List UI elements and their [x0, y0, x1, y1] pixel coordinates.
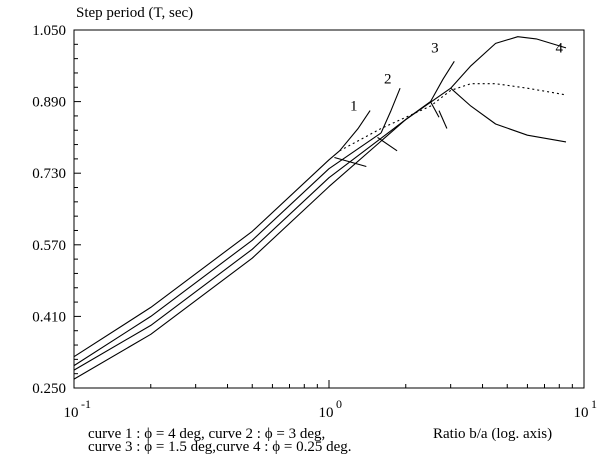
series-line-curve-1-upper — [339, 110, 371, 152]
y-tick-label: 0.410 — [32, 309, 66, 325]
y-axis-ticks: 1.050 0.890 0.730 0.570 0.410 0.250 — [32, 23, 81, 397]
series-line-curve-1 — [73, 150, 340, 358]
series-line-tick-c — [430, 101, 440, 118]
legend-note-1: curve 1 : ϕ = 4 deg, curve 2 : ϕ = 3 deg… — [88, 426, 326, 442]
series-line-curve-4-upper — [450, 36, 567, 89]
series-line-curve-2 — [73, 132, 382, 367]
y-tick-label: 0.730 — [32, 166, 66, 182]
y-axis-label: Step period (T, sec) — [76, 5, 194, 21]
series-line-tick-d — [438, 110, 448, 129]
series-group — [73, 36, 567, 380]
curve-label-1: 1 — [350, 99, 358, 115]
curve-label-4: 4 — [556, 40, 564, 56]
x-tick-exponent: 0 — [336, 397, 342, 411]
series-line-curve-4-lower — [450, 87, 567, 143]
series-line-curve-2-upper — [380, 87, 401, 134]
x-tick-label: 10 — [64, 405, 79, 421]
series-line-tick-b — [377, 136, 398, 152]
y-tick-label: 0.250 — [32, 381, 66, 397]
series-line-curve-3-upper — [430, 61, 455, 102]
series-line-curve-4 — [73, 87, 452, 380]
x-axis-label: Ratio b/a (log. axis) — [433, 426, 553, 442]
y-tick-label: 0.890 — [32, 95, 66, 111]
y-tick-label: 0.570 — [32, 238, 66, 254]
x-tick-label: 10 — [319, 405, 334, 421]
x-tick-exponent: 1 — [591, 397, 597, 411]
series-line-tick-a — [334, 156, 367, 168]
series-line-curve-3 — [73, 101, 431, 371]
legend-note-2: curve 3 : ϕ = 1.5 deg,curve 4 : ϕ = 0.25… — [88, 439, 352, 455]
curve-label-3: 3 — [431, 40, 439, 56]
x-tick-label: 10 — [574, 405, 589, 421]
series-line-dotted — [339, 83, 567, 152]
x-tick-exponent: -1 — [81, 397, 91, 411]
y-tick-label: 1.050 — [32, 23, 66, 39]
curve-label-2: 2 — [384, 72, 392, 88]
curve-labels: 1 2 3 4 — [350, 40, 564, 114]
